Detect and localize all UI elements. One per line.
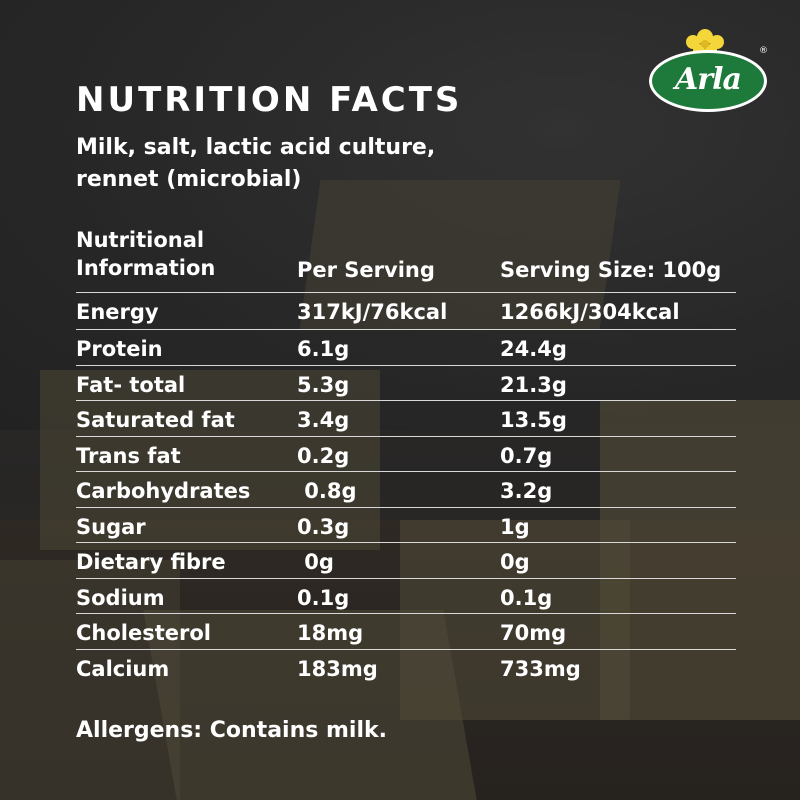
nutrient-name: Protein [76, 337, 163, 361]
nutrient-name: Energy [76, 300, 159, 324]
page-title: NUTRITION FACTS [76, 80, 463, 120]
table-row: Fat- total 5.3g 21.3g [76, 366, 736, 401]
per-100g-value: 1g [500, 514, 530, 539]
table-row: Carbohydrates 0.8g 3.2g [76, 472, 736, 508]
table-row: Sugar 0.3g 1g [76, 508, 736, 543]
logo-wordmark: Arla [675, 62, 742, 97]
per-100g-value: 733mg [500, 656, 581, 681]
nutrient-name: Calcium [76, 656, 170, 681]
nutrient-name: Fat- total [76, 372, 186, 397]
per-serving-value: 0.8g [297, 479, 357, 503]
arla-logo: Arla ® [645, 28, 770, 118]
per-serving-value: 183mg [297, 656, 378, 681]
per-100g-value: 3.2g [500, 479, 553, 503]
table-row: Trans fat 0.2g 0.7g [76, 437, 736, 472]
table-row: Saturated fat 3.4g 13.5g [76, 401, 736, 437]
table-row: Calcium 183mg 733mg [76, 650, 736, 685]
per-serving-value: 0.1g [297, 585, 350, 610]
nutrition-table: Nutritional Information Per Serving Serv… [76, 226, 736, 684]
nutrient-name: Saturated fat [76, 408, 235, 432]
cheese-block [0, 560, 180, 800]
logo-oval [649, 50, 767, 112]
column-header-per-serving: Per Serving [297, 258, 435, 282]
per-serving-value: 0.2g [297, 443, 350, 468]
per-serving-value: 317kJ/76kcal [297, 300, 448, 324]
ingredients-text: Milk, salt, lactic acid culture, rennet … [76, 135, 436, 192]
per-100g-value: 0g [500, 550, 530, 574]
per-serving-value: 18mg [297, 621, 364, 645]
per-serving-value: 3.4g [297, 408, 350, 432]
nutrient-name: Sugar [76, 514, 146, 539]
table-row: Sodium 0.1g 0.1g [76, 579, 736, 614]
per-100g-value: 1266kJ/304kcal [500, 300, 680, 324]
column-header-nutrient: Nutritional Information [76, 228, 216, 280]
per-serving-value: 0.3g [297, 514, 350, 539]
header-block: NUTRITION FACTS Milk, salt, lactic acid … [76, 80, 736, 196]
nutrient-name: Carbohydrates [76, 479, 251, 503]
per-100g-value: 70mg [500, 621, 567, 645]
per-100g-value: 0.7g [500, 443, 553, 468]
cheese-block [40, 370, 380, 550]
per-serving-value: 5.3g [297, 372, 350, 397]
table-row: Energy 317kJ/76kcal 1266kJ/304kcal [76, 293, 736, 330]
nutrient-name: Cholesterol [76, 621, 211, 645]
registered-mark-icon: ® [759, 46, 768, 56]
cheese-block [600, 400, 800, 720]
nutrient-name: Dietary fibre [76, 550, 226, 574]
per-100g-value: 13.5g [500, 408, 567, 432]
per-serving-value: 0g [297, 550, 334, 574]
nutrient-name: Sodium [76, 585, 165, 610]
table-row: Dietary fibre 0g 0g [76, 543, 736, 579]
table-row: Protein 6.1g 24.4g [76, 330, 736, 366]
table-body: Energy 317kJ/76kcal 1266kJ/304kcal Protein 6… [76, 293, 736, 684]
table-header: Nutritional Information Per Serving Serv… [76, 226, 736, 293]
allergens-note: Allergens: Contains milk. [76, 718, 387, 743]
per-serving-value: 6.1g [297, 337, 350, 361]
table-row: Cholesterol 18mg 70mg [76, 614, 736, 650]
per-100g-value: 21.3g [500, 372, 567, 397]
nutrient-name: Trans fat [76, 443, 181, 468]
column-header-per-100g: Serving Size: 100g [500, 258, 722, 282]
per-100g-value: 0.1g [500, 585, 553, 610]
per-100g-value: 24.4g [500, 337, 567, 361]
